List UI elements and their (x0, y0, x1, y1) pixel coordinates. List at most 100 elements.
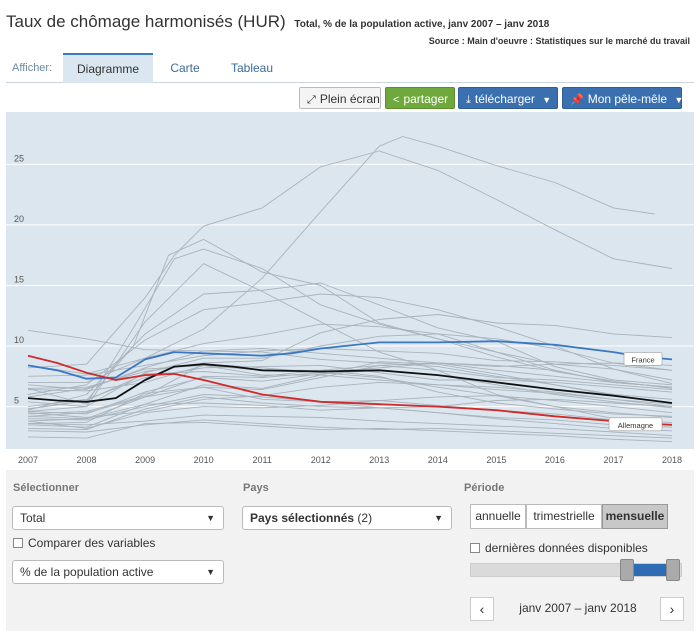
tab-diagramme[interactable]: Diagramme (63, 53, 153, 83)
frequency-monthly[interactable]: mensuelle (602, 504, 668, 529)
pin-icon: 📌 (570, 94, 584, 106)
controls-panel: Sélectionner Total ▼ Comparer des variab… (6, 470, 694, 631)
view-tabs: Afficher: Diagramme Carte Tableau (6, 53, 694, 83)
series-line-other (27, 414, 673, 437)
x-tick-label: 2010 (194, 455, 214, 465)
chart-area: 5 10 15 20 25 2007 2008 2009 2010 2011 2012 2013 201… (6, 112, 694, 470)
x-tick-label: 2008 (77, 455, 97, 465)
countries-value: Pays sélectionnés (250, 511, 355, 525)
frequency-annual[interactable]: annuelle (470, 504, 526, 529)
period-heading: Période (464, 482, 505, 494)
checkbox-icon (13, 538, 23, 548)
unit-select[interactable]: % de la population active ▼ (12, 560, 224, 584)
series-line-other (27, 333, 673, 408)
series-label: Allemagne (618, 421, 653, 430)
chevron-right-icon: › (669, 601, 675, 617)
title-text: Taux de chômage harmonisés (HUR) (6, 12, 286, 31)
chart-header: Taux de chômage harmonisés (HUR) Total, … (6, 8, 694, 48)
series-line-average (27, 363, 673, 404)
compare-label: Comparer des variables (28, 536, 156, 550)
x-tick-label: 2007 (18, 455, 38, 465)
series-line-other (27, 369, 673, 415)
x-tick-label: 2009 (135, 455, 155, 465)
series-line-other (27, 348, 673, 377)
series-line-other (27, 361, 673, 428)
period-slider-end-handle[interactable] (666, 559, 680, 581)
countries-count: (2) (357, 511, 373, 525)
series-line-other (27, 314, 673, 389)
latest-label: dernières données disponibles (485, 541, 648, 555)
variable-select-value: Total (20, 511, 46, 525)
caret-down-icon: ▼ (434, 513, 443, 523)
select-heading: Sélectionner (13, 482, 80, 494)
series-line-other (27, 263, 673, 426)
series-line-other (28, 323, 673, 383)
share-label: partager (403, 92, 449, 106)
y-tick-label: 20 (14, 214, 24, 224)
series-line-other (27, 421, 673, 443)
y-tick-label: 25 (14, 153, 24, 163)
series-line-other (27, 348, 673, 391)
series-line-other (27, 248, 673, 405)
x-tick-label: 2013 (369, 455, 389, 465)
x-tick-label: 2012 (311, 455, 331, 465)
x-tick-label: 2015 (486, 455, 506, 465)
subtitle: Total, % de la population active, janv 2… (294, 19, 550, 30)
download-label: télécharger (474, 92, 535, 106)
my-collection-button[interactable]: 📌 Mon pêle-mêle ▼ (562, 87, 684, 109)
series-label-box (623, 352, 663, 366)
download-icon: ⤓ (466, 94, 471, 106)
series-line-other (27, 362, 673, 392)
caret-down-icon: ▼ (206, 513, 215, 523)
countries-select[interactable]: Pays sélectionnés (2) ▼ (242, 506, 452, 530)
variable-select[interactable]: Total ▼ (12, 506, 224, 530)
series-line-other (27, 386, 673, 425)
share-icon: < (393, 94, 400, 106)
series-line-other (27, 394, 673, 432)
prev-period-button[interactable]: ‹ (470, 597, 494, 621)
series-line-other (27, 282, 673, 411)
tab-carte[interactable]: Carte (170, 61, 200, 75)
caret-down-icon: ▼ (674, 95, 684, 105)
series-line-other (27, 364, 673, 408)
x-tick-label: 2014 (428, 455, 448, 465)
page-title: Taux de chômage harmonisés (HUR) Total, … (6, 12, 549, 32)
series-line-other (27, 364, 673, 408)
period-range-label: janv 2007 – janv 2018 (519, 601, 637, 615)
caret-down-icon: ▼ (206, 567, 215, 577)
afficher-label: Afficher: (12, 62, 53, 74)
unit-select-value: % de la population active (20, 565, 154, 579)
x-tick-label: 2011 (253, 455, 272, 465)
checkbox-icon (470, 543, 480, 553)
mine-label: Mon pêle-mêle (587, 92, 668, 106)
frequency-quarterly[interactable]: trimestrielle (526, 504, 602, 529)
share-button[interactable]: < partager (385, 87, 455, 109)
series-line-allemagne (27, 354, 673, 426)
next-period-button[interactable]: › (660, 597, 684, 621)
series-line-france (27, 340, 673, 380)
fullscreen-button[interactable]: ⤢ Plein écran (299, 87, 381, 109)
expand-icon: ⤢ (307, 94, 316, 106)
latest-data-checkbox[interactable]: dernières données disponibles (470, 541, 648, 555)
x-tick-label: 2017 (603, 455, 623, 465)
source-note: Source : Main d'oeuvre : Statistiques su… (428, 36, 690, 46)
countries-heading: Pays (243, 482, 269, 494)
fullscreen-label: Plein écran (319, 92, 380, 106)
period-slider-start-handle[interactable] (620, 559, 634, 581)
series-label-box (608, 417, 663, 432)
series-line-other (27, 381, 673, 418)
compare-checkbox[interactable]: Comparer des variables (13, 536, 155, 550)
chevron-left-icon: ‹ (479, 601, 485, 617)
x-tick-label: 2018 (662, 455, 682, 465)
download-button[interactable]: ⤓ télécharger ▼ (458, 87, 558, 109)
line-chart: 5 10 15 20 25 2007 2008 2009 2010 2011 2012 2013 201… (6, 112, 694, 465)
tab-tableau[interactable]: Tableau (230, 61, 274, 75)
x-tick-label: 2016 (545, 455, 565, 465)
y-tick-label: 15 (14, 274, 24, 284)
y-tick-label: 10 (14, 335, 24, 345)
caret-down-icon: ▼ (542, 95, 552, 105)
series-line-other (27, 150, 673, 369)
period-slider-range (628, 564, 674, 576)
series-line-other (27, 398, 673, 422)
y-tick-label: 5 (14, 396, 19, 406)
